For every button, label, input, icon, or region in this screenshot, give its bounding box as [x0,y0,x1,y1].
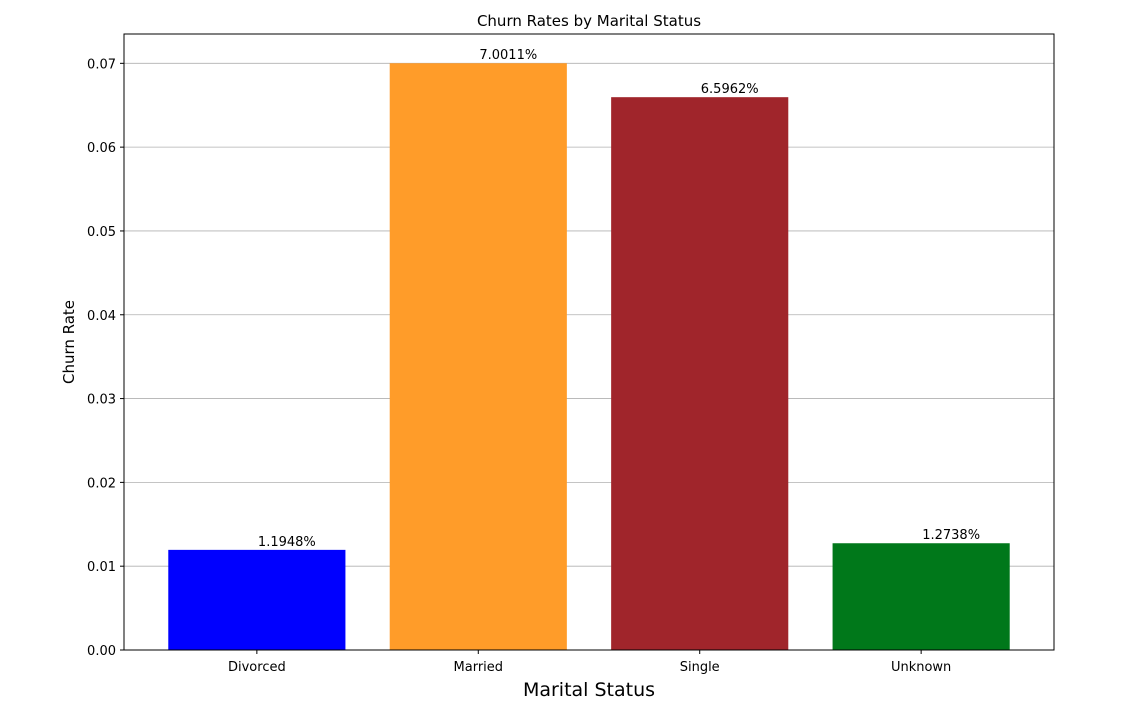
y-axis-ticks: 0.00 0.01 0.02 0.03 0.04 0.05 0.06 0.07 [87,57,124,659]
bar-unknown [832,543,1010,650]
y-tick-label: 0.06 [87,141,116,156]
y-axis-label: Churn Rate [60,300,78,384]
x-axis-ticks: Divorced Married Single Unknown [228,650,951,675]
y-tick-label: 0.05 [87,225,116,240]
y-tick-label: 0.03 [87,393,116,408]
x-tick-label: Unknown [891,660,951,675]
data-label-unknown: 1.2738% [922,528,980,543]
bar-single [611,97,789,651]
y-tick-label: 0.01 [87,560,116,575]
x-tick-label: Single [680,660,720,675]
y-tick-label: 0.07 [87,57,116,72]
bar-divorced [168,549,346,650]
plot-frame [123,33,1055,651]
bars [168,63,1010,651]
x-axis-label: Marital Status [523,679,655,701]
data-labels: 1.1948% 7.0011% 6.5962% 1.2738% [258,48,980,550]
y-tick-label: 0.00 [87,644,116,659]
x-tick-label: Married [454,660,504,675]
bar-married [389,63,567,650]
y-tick-label: 0.02 [87,476,116,491]
x-tick-label: Divorced [228,660,286,675]
chart-title: Churn Rates by Marital Status [477,12,701,30]
y-tick-label: 0.04 [87,309,116,324]
data-label-divorced: 1.1948% [258,535,316,550]
data-label-single: 6.5962% [701,82,759,97]
gridlines [124,62,1054,567]
data-label-married: 7.0011% [479,48,537,63]
